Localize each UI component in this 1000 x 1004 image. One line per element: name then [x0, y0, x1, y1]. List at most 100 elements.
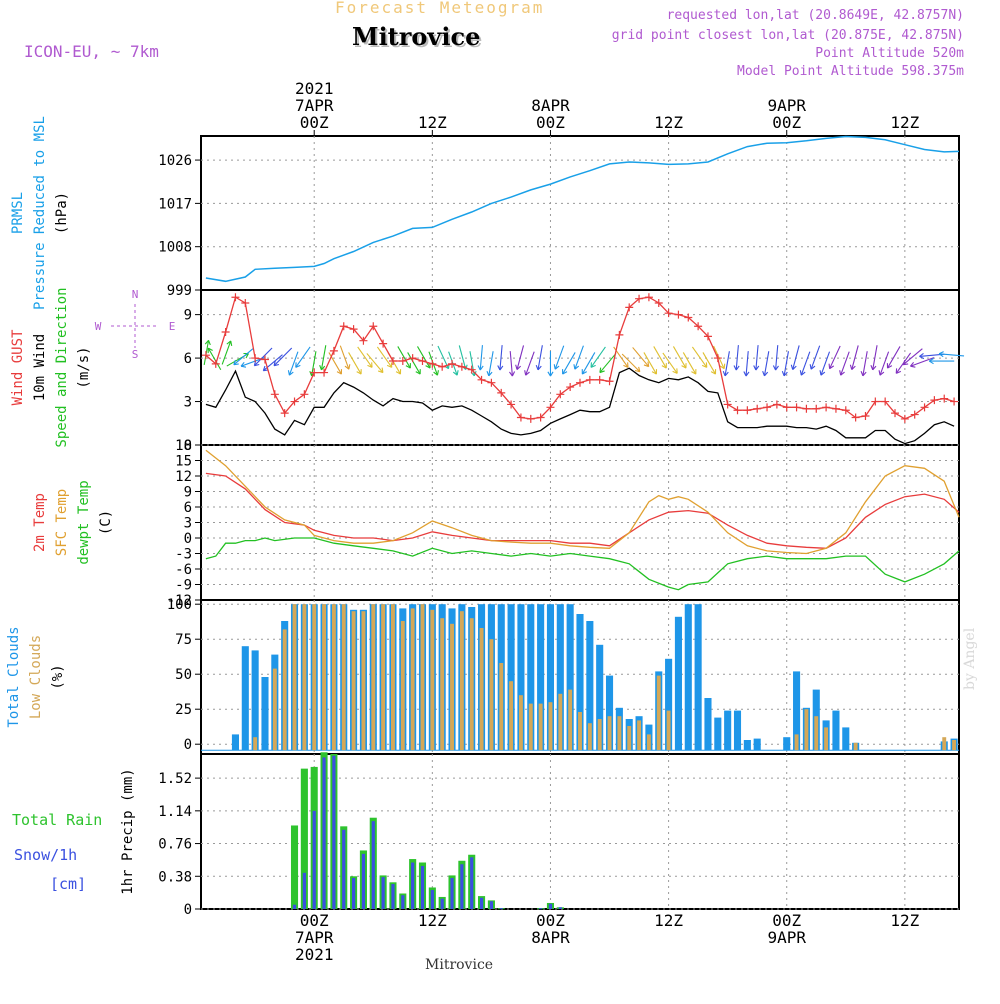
wind-arrow-shaft	[340, 346, 349, 369]
low-cloud-bar	[253, 737, 257, 750]
wind-arrow	[734, 345, 739, 370]
wind-arrow-shaft	[563, 352, 576, 374]
total-cloud-bar	[832, 711, 839, 751]
gust-marker	[576, 379, 584, 387]
gust-marker	[753, 405, 761, 413]
pressure-ytick-label: 999	[167, 283, 192, 299]
gust-marker	[389, 357, 397, 365]
low-cloud-bar	[273, 669, 277, 751]
wind-arrow	[654, 346, 667, 368]
gust-marker	[586, 376, 594, 384]
gust-marker	[861, 412, 869, 420]
wind-arrow-head	[525, 370, 526, 375]
wind-arrow-head	[288, 370, 289, 375]
low-cloud-bar	[667, 711, 671, 751]
precip-side-label: Snow/1h	[14, 846, 77, 864]
gust-marker	[251, 354, 259, 362]
low-cloud-bar	[499, 663, 503, 750]
wind-arrow	[829, 346, 840, 369]
snow-bar	[421, 866, 424, 909]
snow-bar	[342, 830, 345, 909]
wind-arrow-shaft	[784, 351, 788, 376]
low-cloud-bar	[293, 604, 297, 750]
low-cloud-bar	[539, 704, 543, 751]
gust-marker	[241, 299, 249, 307]
top-time-label: 12Z	[654, 113, 683, 132]
low-cloud-bar	[549, 702, 553, 750]
wind-arrow-shaft	[254, 348, 272, 366]
wind-arrow	[320, 345, 326, 370]
wind-arrow-shaft	[526, 352, 535, 375]
wind-arrow	[498, 345, 503, 370]
gust-marker	[231, 293, 239, 301]
wind-arrow	[574, 346, 584, 369]
wind-arrow-head	[437, 370, 438, 375]
wind-arrow	[754, 345, 759, 370]
wind-arrow-head	[554, 364, 555, 369]
low-cloud-bar	[381, 604, 385, 750]
wind-arrow-shaft	[349, 352, 362, 374]
wind-arrow-shaft	[736, 345, 738, 370]
wind-arrow-head	[320, 365, 322, 370]
wind-arrow-shaft	[329, 352, 342, 374]
wind-arrow	[703, 352, 716, 374]
wind-arrow-shaft	[480, 345, 482, 370]
low-cloud-bar	[795, 734, 799, 750]
wind-arrow-head	[516, 365, 517, 370]
total-cloud-bar	[704, 698, 711, 750]
wind-arrow-head	[487, 371, 489, 376]
snow-bar	[372, 821, 375, 909]
wind-arrow	[723, 351, 729, 376]
location-title: Mitrovice	[352, 22, 480, 51]
wind-arrow-shaft	[555, 346, 564, 369]
pressure-axis-label: PRMSL	[10, 192, 26, 234]
low-cloud-bar	[312, 604, 316, 750]
snow-bar	[490, 901, 493, 909]
temperature-ytick-label: 0	[184, 531, 192, 547]
temperature-ytick-label: 9	[184, 485, 192, 501]
temperature-ytick-label: 12	[175, 469, 192, 485]
gust-marker	[379, 340, 387, 348]
low-cloud-bar	[401, 621, 405, 750]
low-cloud-bar	[509, 681, 513, 750]
total-cloud-bar	[695, 604, 702, 750]
wind-frame	[201, 290, 959, 445]
temperature-series-line	[206, 538, 959, 590]
low-cloud-bar	[824, 727, 828, 750]
pressure-ytick-label: 1026	[158, 153, 192, 169]
gust-marker	[773, 400, 781, 408]
total-cloud-bar	[734, 711, 741, 751]
snow-bar	[470, 857, 473, 909]
wind-arrow-shaft	[764, 351, 768, 376]
bottom-time-label: 2021	[295, 945, 334, 964]
wind-arrow-shaft	[863, 351, 867, 376]
clouds-axis-label: Total Clouds	[6, 626, 22, 727]
total-cloud-bar	[842, 727, 849, 750]
wind-arrow-head	[241, 366, 246, 367]
bottom-time-label: 9APR	[767, 928, 806, 947]
low-cloud-bar	[302, 604, 306, 750]
wind-axis-label: Wind GUST	[10, 329, 26, 405]
top-time-label: 00Z	[772, 113, 801, 132]
temperature-axis-label: (C)	[98, 510, 114, 535]
temperature-ytick-label: 15	[175, 454, 192, 470]
wind-arrow-shaft	[500, 345, 502, 370]
temperature-ytick-label: 18	[175, 438, 192, 454]
wind-arrow	[377, 347, 391, 367]
wind-arrow	[408, 352, 421, 374]
compass-north: N	[132, 288, 139, 301]
gust-marker	[674, 311, 682, 319]
wind-arrow	[582, 352, 595, 374]
precip-ytick-label: 0.38	[158, 869, 192, 885]
credit-watermark: by Angel	[962, 628, 978, 690]
gust-marker	[645, 293, 653, 301]
wind-arrow	[548, 351, 553, 376]
temperature-axis-label: dewpt Temp	[76, 480, 92, 564]
wind-arrow-head	[782, 371, 784, 376]
wind-arrow	[525, 352, 535, 375]
clouds-ytick-label: 75	[175, 632, 192, 648]
wind-arrow	[939, 352, 964, 357]
low-cloud-bar	[332, 604, 336, 750]
bottom-time-label: 12Z	[654, 911, 683, 930]
top-time-label: 00Z	[536, 113, 565, 132]
